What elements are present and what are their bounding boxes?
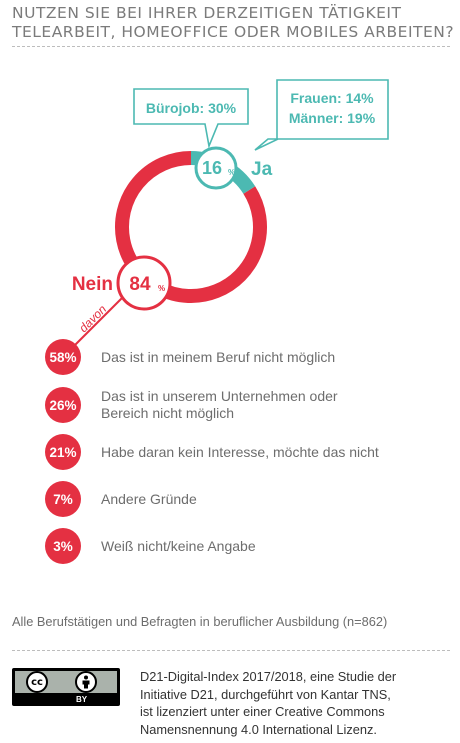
reason-row: 21% Habe daran kein Interesse, möchte da… (45, 434, 401, 470)
reason-percent-badge: 58% (45, 339, 81, 375)
callout-buerojob: Bürojob: 30% (133, 88, 249, 149)
ja-value-circle (194, 146, 238, 190)
nein-unit: % (158, 284, 165, 293)
license-text: D21-Digital-Index 2017/2018, eine Studie… (140, 668, 440, 738)
nein-value: 84 (129, 274, 151, 295)
ja-unit: % (228, 168, 235, 177)
ja-label: Ja (251, 159, 273, 180)
chart-title: NUTZEN SIE BEI IHRER DERZEITIGEN TÄTIGKE… (12, 4, 455, 42)
callout-buerojob-text: Bürojob: 30% (146, 100, 237, 116)
footer-divider (12, 650, 450, 651)
callout-gender: Frauen: 14% Männer: 19% (254, 79, 389, 151)
reason-text: Andere Gründe (101, 490, 197, 507)
ja-value: 16 (202, 158, 222, 178)
title-divider (12, 46, 450, 47)
person-glyph-icon (82, 675, 90, 689)
reason-percent-badge: 3% (45, 528, 81, 564)
reason-row: 3% Weiß nicht/keine Angabe (45, 528, 401, 564)
attribution-person-icon (75, 671, 97, 693)
sample-footnote: Alle Berufstätigen und Befragten in beru… (12, 614, 388, 629)
reason-row: 7% Andere Gründe (45, 481, 401, 517)
reason-text: Das ist in meinem Beruf nicht möglich (101, 348, 336, 365)
callout-maenner-text: Männer: 19% (289, 110, 376, 126)
davon-label: davon (76, 302, 109, 335)
license-line: ist lizenziert unter einer Creative Comm… (140, 704, 385, 719)
license-line: Namensnennung 4.0 International Lizenz. (140, 721, 377, 737)
license-line: Initiative D21, durchgeführt von Kantar … (140, 686, 391, 702)
reason-row: 58% Das ist in meinem Beruf nicht möglic… (45, 339, 401, 375)
reason-percent-badge: 7% (45, 481, 81, 517)
callout-frauen-text: Frauen: 14% (290, 90, 374, 106)
license-line: D21-Digital-Index 2017/2018, eine Studie… (140, 669, 397, 684)
creative-commons-icon: cc (26, 671, 48, 693)
reason-percent-badge: 21% (45, 434, 81, 470)
title-line-1: NUTZEN SIE BEI IHRER DERZEITIGEN TÄTIGKE… (12, 4, 402, 22)
cc-by-text: BY (76, 695, 88, 704)
reason-text: Das ist in unserem Unternehmen oder Bere… (101, 388, 338, 421)
callout-gender-box (254, 79, 389, 151)
reason-text: Habe daran kein Interesse, möchte das ni… (101, 443, 379, 460)
title-line-2: TELEARBEIT, HOMEOFFICE ODER MOBILES ARBE… (12, 23, 455, 41)
nein-value-circle (116, 255, 172, 311)
cc-by-license-badge: cc BY (12, 668, 120, 706)
reason-row: 26% Das ist in unserem Unternehmen oder … (45, 387, 371, 423)
reason-percent-badge: 26% (45, 387, 81, 423)
callout-buerojob-box (133, 88, 249, 149)
nein-label: Nein (72, 274, 113, 295)
reason-text: Weiß nicht/keine Angabe (101, 537, 256, 554)
